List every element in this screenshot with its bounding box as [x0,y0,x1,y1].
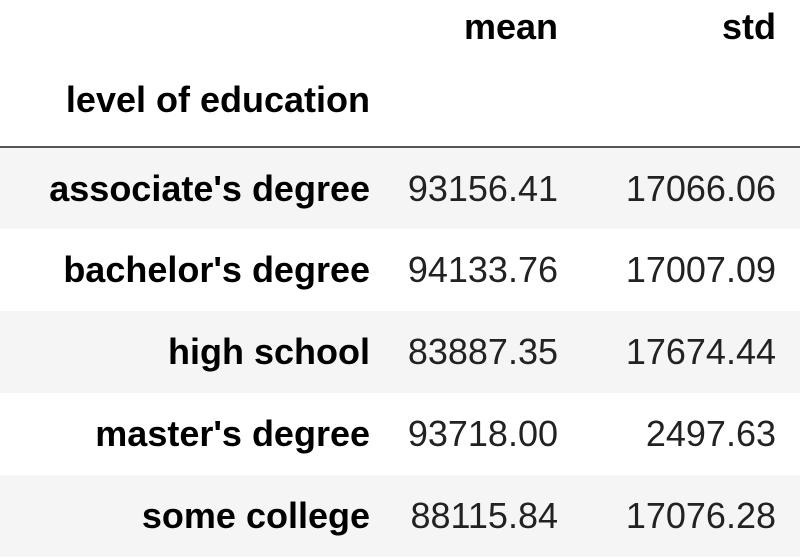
row-label: bachelor's degree [63,249,370,290]
index-name-blank-cell [382,54,582,147]
table-row: associate's degree 93156.41 17066.06 [0,147,800,229]
std-cell: 17007.09 [625,249,776,290]
std-cell: 17066.06 [625,167,776,209]
mean-cell: 94133.76 [407,249,558,290]
std-cell: 17674.44 [625,331,776,372]
mean-cell: 83887.35 [407,331,558,372]
index-name-blank-cell [582,54,800,147]
column-header-std: std [722,6,776,47]
table-header: mean std level of education [0,0,800,147]
table-row: high school 83887.35 17674.44 [0,311,800,393]
row-label: master's degree [95,413,370,454]
column-header-mean: mean [463,6,558,47]
column-header-row: mean std [0,0,800,54]
row-label: high school [168,331,370,372]
row-label: associate's degree [49,167,370,209]
row-label: some college [141,495,370,536]
header-blank-cell [0,0,382,54]
table-row: some college 88115.84 17076.28 [0,475,800,557]
std-cell: 17076.28 [625,495,776,536]
mean-cell: 93718.00 [407,413,558,454]
index-name-row: level of education [0,54,800,147]
mean-cell: 88115.84 [410,495,558,536]
table-body: associate's degree 93156.41 17066.06 bac… [0,147,800,557]
table-row: master's degree 93718.00 2497.63 [0,393,800,475]
table-row: bachelor's degree 94133.76 17007.09 [0,229,800,311]
std-cell: 2497.63 [645,413,776,454]
mean-cell: 93156.41 [407,167,558,209]
index-name: level of education [65,79,370,120]
